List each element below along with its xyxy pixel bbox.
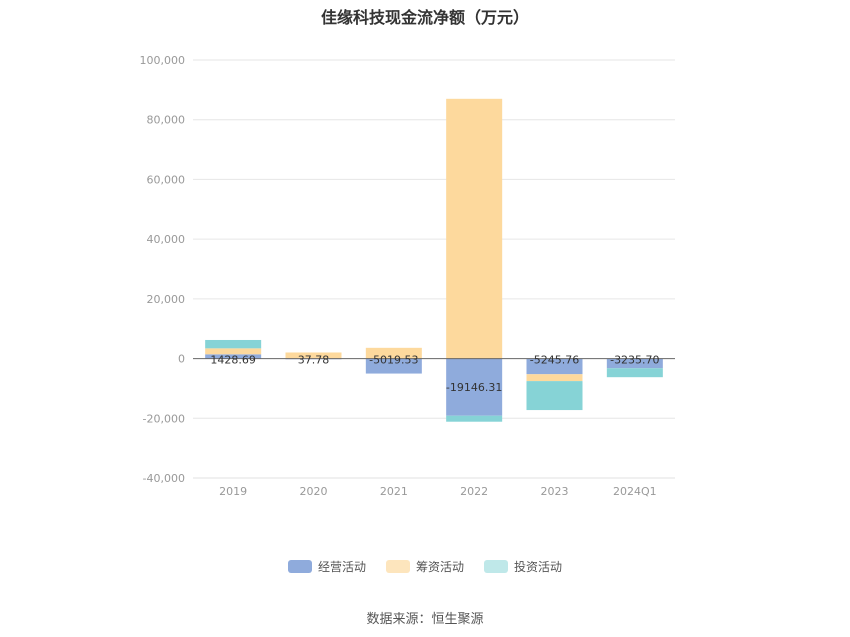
legend: 经营活动 筹资活动 投资活动 xyxy=(0,558,850,575)
x-tick-label: 2021 xyxy=(380,485,408,498)
y-tick-label: 20,000 xyxy=(147,293,186,306)
data-source: 数据来源：恒生聚源 xyxy=(366,612,484,627)
y-tick-label: -20,000 xyxy=(143,412,185,425)
x-tick-label: 2023 xyxy=(541,485,569,498)
x-tick-label: 2024Q1 xyxy=(613,485,657,498)
legend-item-financing[interactable]: 筹资活动 xyxy=(385,558,464,575)
y-tick-label: 80,000 xyxy=(147,114,186,127)
bar-segment[interactable] xyxy=(526,381,583,411)
y-tick-label: 0 xyxy=(178,353,185,366)
bar-segment[interactable] xyxy=(526,374,583,382)
legend-item-investing[interactable]: 投资活动 xyxy=(484,558,562,575)
x-tick-label: 2022 xyxy=(460,485,488,498)
data-label: -5019.53 xyxy=(369,354,418,367)
y-tick-label: -40,000 xyxy=(143,472,185,485)
x-axis-ticks: 2019 2020 2021 2022 2023 2024Q1 xyxy=(193,477,675,498)
bar-segment[interactable] xyxy=(526,358,583,375)
bar-segment[interactable] xyxy=(365,347,422,359)
legend-item-operating[interactable]: 经营活动 xyxy=(287,558,366,575)
legend-label-operating: 经营活动 xyxy=(317,560,366,574)
bar-segment[interactable] xyxy=(205,354,262,359)
data-label: -3235.70 xyxy=(610,354,659,367)
data-labels: 1428.69 37.78 -5019.53 -19146.31 -5245.76 -32… xyxy=(210,354,659,395)
y-tick-label: 40,000 xyxy=(147,233,186,246)
x-tick-label: 2019 xyxy=(219,485,247,498)
legend-swatch-financing xyxy=(385,560,410,573)
data-label: -19146.31 xyxy=(446,381,502,394)
bar-segment[interactable] xyxy=(285,352,342,359)
bar-segment[interactable] xyxy=(446,415,503,422)
bars xyxy=(205,98,663,422)
data-label: -5245.76 xyxy=(530,354,579,367)
legend-swatch-investing xyxy=(484,560,508,573)
y-tick-label: 100,000 xyxy=(140,54,186,67)
chart-title: 佳缘科技现金流净额（万元） xyxy=(320,8,529,27)
bar-segment[interactable] xyxy=(365,358,422,374)
legend-label-financing: 筹资活动 xyxy=(415,560,464,574)
y-axis-ticks: 100,000 80,000 60,000 40,000 20,000 0 -20,000 -… xyxy=(140,54,186,485)
x-tick-label: 2020 xyxy=(300,485,328,498)
grid-lines xyxy=(193,59,675,479)
legend-label-investing: 投资活动 xyxy=(514,560,563,574)
bar-segment[interactable] xyxy=(205,348,262,355)
bar-segment[interactable] xyxy=(205,339,262,349)
legend-swatch-operating xyxy=(287,560,312,573)
bar-segment[interactable] xyxy=(446,98,503,359)
y-tick-label: 60,000 xyxy=(147,173,186,186)
data-label: 1428.69 xyxy=(210,354,256,367)
data-label: 37.78 xyxy=(298,354,330,367)
bar-segment[interactable] xyxy=(606,358,663,369)
bar-segment[interactable] xyxy=(446,358,503,416)
bar-segment[interactable] xyxy=(606,368,663,378)
